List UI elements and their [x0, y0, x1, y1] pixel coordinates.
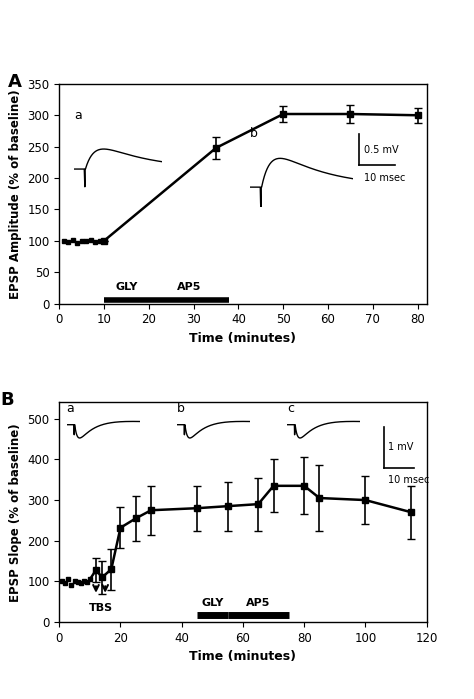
- Text: B: B: [0, 391, 14, 410]
- Text: c: c: [287, 403, 294, 415]
- Text: GLY: GLY: [115, 282, 137, 292]
- Text: TBS: TBS: [89, 603, 113, 612]
- Text: GLY: GLY: [201, 598, 224, 608]
- Text: b: b: [177, 403, 185, 415]
- Text: a: a: [66, 403, 74, 415]
- X-axis label: Time (minutes): Time (minutes): [190, 650, 296, 663]
- X-axis label: Time (minutes): Time (minutes): [190, 332, 296, 345]
- Text: 10 msec: 10 msec: [364, 173, 405, 183]
- Y-axis label: EPSP Amplitude (% of baseline): EPSP Amplitude (% of baseline): [9, 89, 22, 298]
- Text: A: A: [8, 73, 22, 91]
- Text: b: b: [250, 127, 258, 140]
- Text: a: a: [74, 109, 82, 122]
- Text: 0.5 mV: 0.5 mV: [364, 145, 399, 154]
- Text: 1 mV: 1 mV: [388, 442, 414, 452]
- Text: 10 msec: 10 msec: [388, 475, 430, 485]
- Y-axis label: EPSP Slope (% of baseline): EPSP Slope (% of baseline): [9, 423, 22, 602]
- Text: AP5: AP5: [177, 282, 201, 292]
- Text: AP5: AP5: [246, 598, 271, 608]
